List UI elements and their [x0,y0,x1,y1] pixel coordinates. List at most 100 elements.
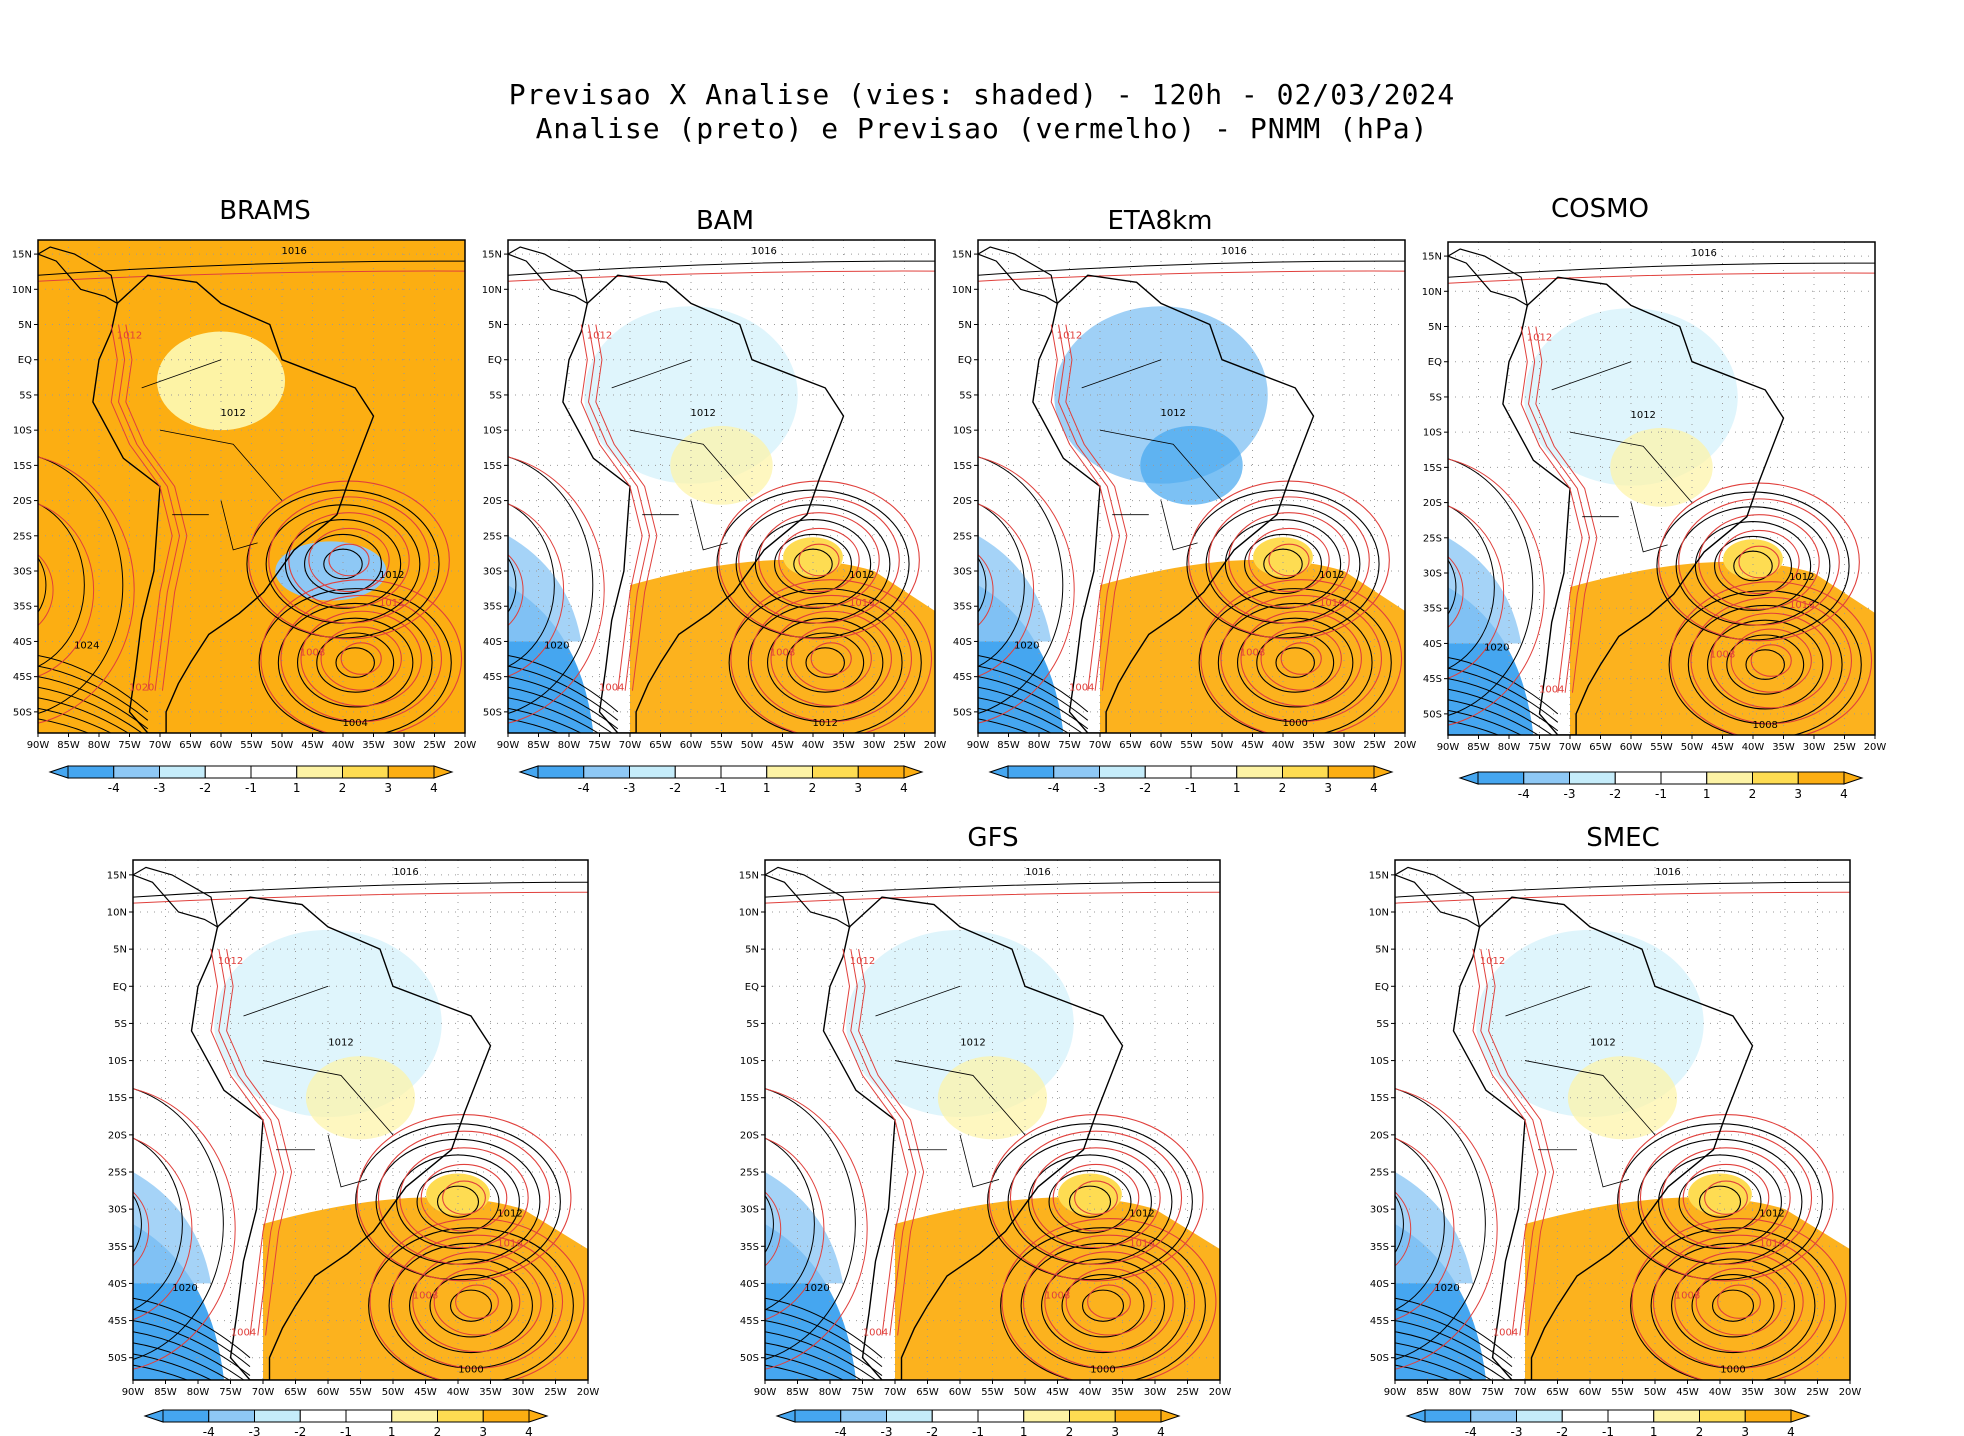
lat-label: 15N [1369,870,1389,881]
colorbar-segment [1007,765,1055,779]
analysis-isobar [1448,699,1540,735]
forecast-isobar [1717,1284,1761,1319]
forecast-isobar [580,324,643,691]
lon-label: 30W [1144,1387,1167,1398]
colorbar-segment [159,765,206,779]
forecast-isobar [765,1088,868,1370]
analysis-isobar [978,503,1025,668]
colorbar-label: 1 [388,1425,396,1436]
colorbar-segment [1660,771,1708,785]
forecast-isobar [1280,642,1322,675]
forecast-isobar [1208,496,1370,624]
lon-label: 70W [1559,742,1582,753]
lat-label: 15S [1370,1093,1389,1104]
analysis-isobar [1395,1353,1475,1380]
forecast-isobar [133,1137,193,1321]
forecast-isobar [1695,1267,1783,1336]
lat-label: 40S [13,637,32,648]
isobar-label: 1000 [1282,718,1307,729]
analysis-isobar [1237,617,1354,708]
lat-label: 5N [113,945,127,956]
lon-label: 55W [1611,1387,1634,1398]
isobar-label: 1008 [1710,650,1735,661]
lon-label: 40W [1709,1387,1732,1398]
forecast-isobar [455,1284,499,1319]
colorbar-right-arrow [1790,1409,1811,1423]
analysis-isobar [1448,709,1522,735]
forecast-isobar [1670,581,1873,735]
lat-label: EQ [488,355,502,366]
forecast-isobar [750,594,913,723]
lon-label: 60W [1620,742,1643,753]
lon-label: 55W [1650,742,1673,753]
isobar-label: 1012 [379,570,404,581]
analysis-isobar [1041,1258,1165,1354]
isobar-label: 1016 [1221,246,1246,257]
colorbar-segment [1327,765,1375,779]
forecast-isobar [433,1267,521,1336]
map-panel-eta8km: 10161012101210081012101610201004100015N1… [952,239,1416,795]
forecast-isobar [1200,579,1403,733]
analysis-isobar [765,1194,774,1254]
colorbar-left-arrow [143,1409,164,1423]
lon-label: 50W [1681,742,1704,753]
forecast-isobar [288,512,410,608]
analysis-isobar [38,686,143,733]
analysis-isobar [765,1088,856,1360]
colorbar-right-arrow [1160,1409,1181,1423]
lon-label: 65W [649,740,672,751]
analysis-isobar [1395,1194,1404,1254]
forecast-isobar [765,891,1220,904]
analysis-isobar [793,548,833,580]
colorbar-segment [1516,1409,1563,1423]
forecast-isobar [1535,326,1598,693]
analysis-isobar [429,1273,513,1338]
analysis-isobar [1395,881,1850,898]
analysis-isobar [304,533,382,595]
colorbar-left-arrow [1405,1409,1426,1423]
lat-label: 10N [107,908,127,919]
analysis-isobar [765,1308,883,1368]
forecast-isobar [218,949,285,1336]
forecast-isobar [1472,949,1539,1336]
analysis-isobar [38,557,47,613]
colorbar-segment [720,765,768,779]
lat-label: 30S [953,567,972,578]
lat-label: 5S [1429,392,1442,403]
forecast-isobar [280,594,443,723]
colorbar-segment [583,765,630,779]
forecast-isobar [412,1251,542,1353]
colorbar-label: -3 [624,781,636,795]
lat-label: 50S [953,707,972,718]
lat-label: 10N [1422,287,1442,298]
lon-label: 20W [577,1387,600,1398]
lat-label: 5N [745,945,759,956]
colorbar-label: -3 [1564,787,1576,801]
lon-label: 70W [149,740,172,751]
lon-label: 55W [981,1387,1004,1398]
colorbar-segment [391,1409,438,1423]
forecast-isobar [1044,1251,1174,1353]
lon-label: 30W [1803,742,1826,753]
colorbar-label: -2 [669,781,681,795]
colorbar-segment [1706,771,1753,785]
lon-label: 40W [332,740,355,751]
isobar-label: 1012 [1480,956,1505,967]
country-border [1551,361,1632,391]
lat-label: 30S [740,1205,759,1216]
analysis-isobar [765,881,1220,898]
forecast-isobar [260,579,463,733]
colorbar-label: 3 [1794,787,1802,801]
isobar-label: 1012 [1319,570,1344,581]
colorbar-label: 1 [1703,787,1711,801]
lat-label: 10S [1370,1056,1389,1067]
isobar-label: 1020 [172,1283,197,1294]
lon-label: 35W [832,740,855,751]
colorbar-segment [1614,771,1662,785]
colorbar-segment [162,1409,210,1423]
lat-label: 35S [13,602,32,613]
colorbar-label: -1 [340,1425,352,1436]
colorbar-label: 3 [854,781,862,795]
colorbar-segment [1144,765,1192,779]
colorbar-label: 3 [1324,781,1332,795]
